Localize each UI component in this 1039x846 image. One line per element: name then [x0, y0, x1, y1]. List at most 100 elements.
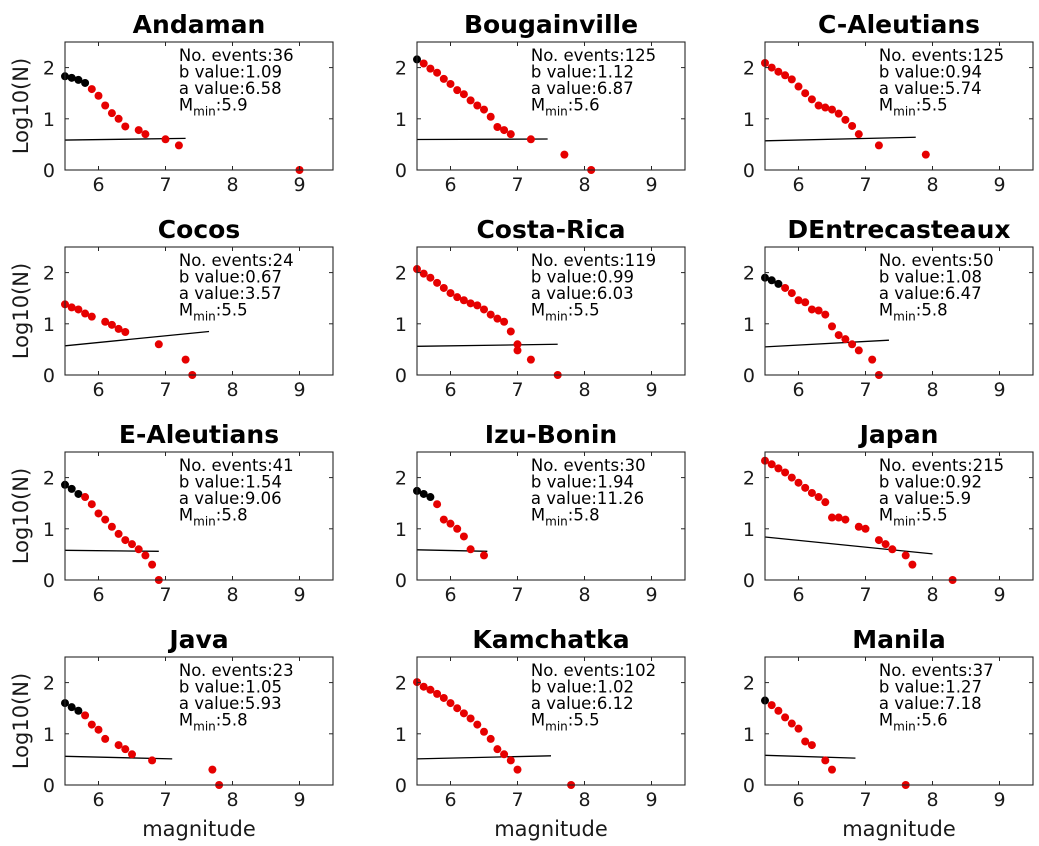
annotation-mmin: Mmin:5.8	[179, 711, 248, 734]
mmin-subscript: min	[893, 105, 916, 119]
x-tick-label: 8	[926, 174, 938, 196]
mmin-symbol: M	[879, 711, 893, 730]
data-point	[208, 765, 217, 774]
data-point	[794, 478, 803, 487]
data-point	[500, 750, 509, 759]
data-point	[821, 498, 830, 507]
annotation-events: No. events:24	[179, 251, 294, 270]
y-tick-label: 1	[43, 314, 55, 336]
x-tick-label: 7	[859, 174, 871, 196]
mmin-value: :5.8	[216, 506, 248, 525]
y-axis-label: Log10(N)	[9, 673, 33, 769]
data-point	[841, 115, 850, 124]
data-point	[87, 312, 96, 321]
y-tick-label: 1	[743, 519, 755, 541]
mmin-subscript: min	[193, 720, 216, 734]
annotation-events: No. events:215	[879, 456, 1004, 475]
mmin-symbol: M	[879, 96, 893, 115]
subplot-izu-bonin: Izu-Bonin 6 7 8 9 0 1 2 No. events:30b value:1.9…	[395, 420, 686, 606]
annotation-a-value: a value:5.93	[179, 694, 282, 713]
annotation-a-value: a value:11.26	[531, 489, 644, 508]
y-tick-label: 2	[743, 58, 755, 80]
data-point	[480, 105, 488, 114]
data-point	[500, 317, 509, 326]
annotation-mmin: Mmin:5.6	[879, 711, 948, 734]
x-tick-label: 7	[511, 584, 523, 606]
mmin-value: :5.6	[568, 96, 600, 115]
y-tick-label: 0	[743, 365, 755, 387]
x-axis-label: magnitude	[494, 817, 608, 841]
y-tick-label: 1	[395, 109, 407, 131]
annotation-a-value: a value:5.74	[879, 79, 982, 98]
data-point	[774, 464, 783, 473]
fit-line	[417, 138, 548, 141]
data-point	[526, 135, 535, 144]
annotation-events: No. events:119	[531, 251, 656, 270]
data-point	[834, 331, 843, 340]
data-point	[107, 320, 116, 329]
annotation-events: No. events:30	[531, 456, 646, 475]
data-point	[466, 714, 475, 723]
data-point	[419, 682, 428, 691]
mmin-symbol: M	[531, 301, 545, 320]
annotation-a-value: a value:6.03	[531, 284, 634, 303]
y-tick-label: 2	[43, 58, 55, 80]
y-tick-label: 1	[395, 519, 407, 541]
data-point	[828, 765, 836, 774]
data-point	[459, 90, 468, 99]
data-point	[881, 540, 890, 549]
x-tick-label: 7	[511, 379, 523, 401]
data-point	[446, 699, 455, 708]
data-point	[446, 519, 455, 528]
subplot-dentrecasteaux: DEntrecasteaux 6 7 8 9 0 1 2 No. events:50b valu…	[743, 215, 1034, 401]
data-point-below-mmin	[81, 78, 90, 87]
y-tick-label: 1	[43, 109, 55, 131]
data-point	[94, 509, 103, 518]
x-tick-label: 7	[159, 789, 171, 811]
y-axis-label: Log10(N)	[9, 263, 33, 359]
data-point	[81, 309, 90, 318]
x-tick-label: 7	[859, 789, 871, 811]
data-point-below-mmin	[74, 75, 83, 84]
annotation-events: No. events:125	[531, 46, 656, 65]
mmin-subscript: min	[545, 720, 568, 734]
subplot-manila: Manila 6 7 8 9 0 1 2 No. events:37b value:1.27a …	[743, 625, 1034, 841]
data-point	[426, 685, 435, 694]
data-point	[807, 95, 816, 104]
fit-line	[417, 755, 552, 760]
x-tick-label: 6	[792, 584, 804, 606]
y-tick-label: 2	[43, 263, 55, 285]
data-point	[87, 500, 96, 509]
x-tick-label: 9	[645, 174, 657, 196]
mmin-value: :5.5	[568, 301, 600, 320]
subplot-cocos: Cocos 6 7 8 9 0 1 2 No. events:24b value:0.67a v…	[9, 215, 334, 401]
y-tick-label: 2	[743, 673, 755, 695]
mmin-value: :5.5	[216, 301, 248, 320]
mmin-subscript: min	[893, 515, 916, 529]
annotation-a-value: a value:9.06	[179, 489, 282, 508]
x-tick-label: 6	[792, 379, 804, 401]
data-point-below-mmin	[74, 706, 83, 715]
data-point-below-mmin	[426, 493, 435, 502]
annotation-a-value: a value:6.47	[879, 284, 982, 303]
mmin-subscript: min	[893, 310, 916, 324]
x-tick-label: 6	[792, 174, 804, 196]
data-point	[426, 64, 435, 73]
data-point	[794, 82, 803, 91]
mmin-symbol: M	[879, 301, 893, 320]
annotation-a-value: a value:6.58	[179, 79, 282, 98]
x-tick-label: 7	[511, 789, 523, 811]
annotation-mmin: Mmin:5.9	[179, 96, 248, 119]
y-tick-label: 0	[743, 160, 755, 182]
data-point	[134, 545, 143, 554]
data-point	[453, 704, 462, 713]
data-point	[774, 67, 783, 76]
data-point	[493, 122, 502, 131]
data-point	[874, 536, 883, 545]
mmin-value: :5.5	[916, 96, 948, 115]
fit-line	[65, 330, 210, 347]
annotation-mmin: Mmin:5.8	[879, 301, 948, 324]
data-point	[81, 493, 90, 502]
